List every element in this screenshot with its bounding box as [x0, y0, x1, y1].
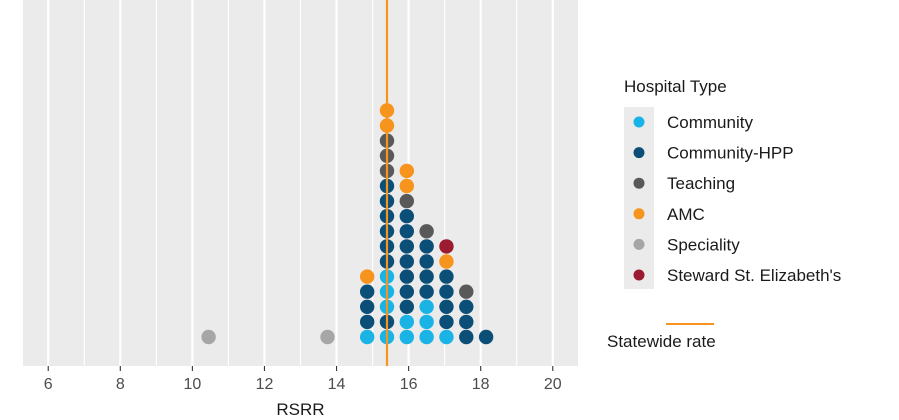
data-point: [439, 269, 454, 284]
data-point: [359, 314, 375, 330]
data-point: [399, 178, 415, 194]
data-point: [399, 224, 415, 239]
data-point: [399, 254, 415, 269]
data-point: [439, 239, 454, 254]
legend-key: [633, 238, 645, 250]
data-point: [439, 284, 454, 299]
legend-key-background: [624, 107, 654, 289]
legend-key: [633, 208, 645, 220]
x-tick-label: 8: [116, 376, 125, 393]
data-points: [201, 103, 494, 345]
legend-key: [633, 116, 645, 128]
data-point: [459, 314, 474, 330]
legend-label: Community: [667, 113, 753, 132]
legend-key: [633, 177, 645, 189]
data-point: [399, 269, 415, 284]
data-point: [399, 299, 415, 314]
x-tick-label: 20: [544, 376, 562, 393]
data-point: [439, 299, 454, 314]
data-point: [419, 299, 434, 314]
data-point: [399, 193, 415, 209]
data-point: [439, 254, 454, 269]
x-tick-label: 14: [328, 376, 346, 393]
legend-label: Community-HPP: [667, 144, 794, 163]
x-axis: 6 8 10 12 14 16 18 20: [44, 366, 562, 393]
data-point: [399, 284, 415, 299]
legend-key: [633, 269, 645, 281]
data-point: [399, 329, 415, 345]
x-axis-title: RSRR: [276, 400, 324, 419]
data-point: [419, 329, 434, 345]
data-point: [459, 299, 474, 314]
data-point: [419, 284, 434, 299]
data-point: [419, 224, 434, 239]
legend-title: Hospital Type: [624, 77, 727, 96]
legend: Hospital Type Community Community-HPP Teac…: [624, 77, 841, 289]
x-tick-label: 12: [256, 376, 274, 393]
data-point: [439, 329, 454, 345]
data-point: [419, 269, 434, 284]
legend-label: Steward St. Elizabeth's: [667, 266, 841, 285]
x-tick-label: 6: [44, 376, 53, 393]
data-point: [359, 269, 375, 284]
x-tick-label: 16: [400, 376, 418, 393]
data-point: [459, 329, 474, 345]
data-point: [201, 329, 216, 345]
legend-label: AMC: [667, 205, 705, 224]
data-point: [419, 314, 434, 330]
statewide-rate-legend-label: Statewide rate: [607, 332, 716, 351]
data-point: [359, 284, 375, 299]
data-point: [359, 329, 375, 345]
legend-key: [633, 147, 645, 159]
x-tick-label: 18: [472, 376, 490, 393]
legend-label: Speciality: [667, 235, 740, 254]
data-point: [320, 329, 335, 345]
data-point: [459, 284, 474, 299]
data-point: [439, 314, 454, 330]
data-point: [399, 209, 415, 224]
x-tick-label: 10: [183, 376, 201, 393]
data-point: [399, 163, 415, 179]
data-point: [478, 329, 494, 345]
data-point: [399, 239, 415, 254]
data-point: [399, 314, 415, 330]
data-point: [419, 254, 434, 269]
data-point: [359, 299, 375, 314]
legend-label: Teaching: [667, 174, 735, 193]
data-point: [419, 239, 434, 254]
statewide-rate-legend: Statewide rate: [607, 323, 716, 351]
